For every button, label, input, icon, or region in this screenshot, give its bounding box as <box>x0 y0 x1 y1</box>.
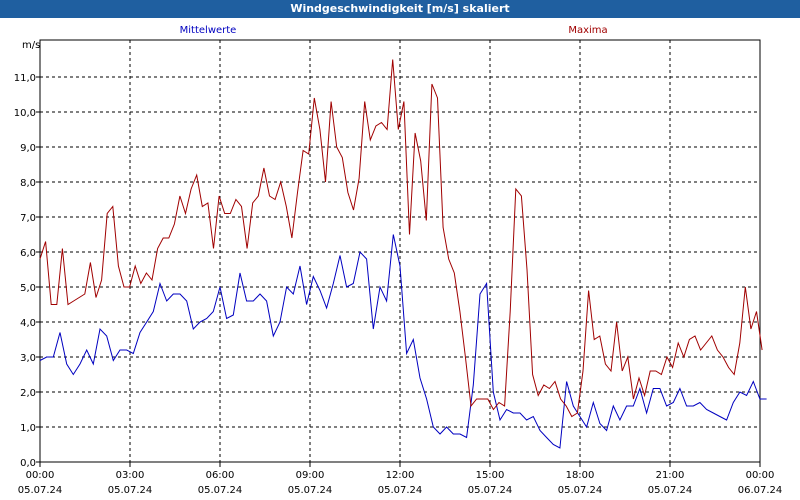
x-tick-date-label: 06.07.24 <box>738 485 783 496</box>
x-tick-date-label: 05.07.24 <box>648 485 693 496</box>
x-tick-time-label: 00:00 <box>746 470 775 481</box>
y-tick-label: 4,0 <box>20 318 36 329</box>
x-tick-date-label: 05.07.24 <box>468 485 513 496</box>
y-tick-label: 0,0 <box>20 458 36 469</box>
y-tick-label: 1,0 <box>20 423 36 434</box>
chart-title: Windgeschwindigkeit [m/s] skaliert <box>0 0 800 18</box>
x-tick-time-label: 12:00 <box>386 470 415 481</box>
y-unit-label: m/s <box>22 40 40 51</box>
series-line-maxima <box>39 59 763 418</box>
legend-mittelwerte: Mittelwerte <box>179 25 237 36</box>
y-tick-label: 11,0 <box>14 73 36 84</box>
x-tick-time-label: 03:00 <box>116 470 145 481</box>
x-tick-time-label: 09:00 <box>296 470 325 481</box>
series-line-mittelwerte <box>39 234 767 449</box>
y-tick-label: 9,0 <box>20 143 36 154</box>
x-tick-time-label: 18:00 <box>566 470 595 481</box>
y-tick-label: 10,0 <box>14 108 36 119</box>
y-tick-label: 8,0 <box>20 178 36 189</box>
y-tick-label: 7,0 <box>20 213 36 224</box>
legend-maxima: Maxima <box>568 25 608 36</box>
x-tick-date-label: 05.07.24 <box>108 485 153 496</box>
x-tick-time-label: 00:00 <box>26 470 55 481</box>
y-tick-label: 2,0 <box>20 388 36 399</box>
x-tick-date-label: 05.07.24 <box>18 485 63 496</box>
y-tick-label: 5,0 <box>20 283 36 294</box>
x-tick-date-label: 05.07.24 <box>288 485 333 496</box>
y-tick-label: 3,0 <box>20 353 36 364</box>
x-tick-date-label: 05.07.24 <box>378 485 423 496</box>
x-tick-date-label: 05.07.24 <box>198 485 243 496</box>
x-tick-time-label: 21:00 <box>656 470 685 481</box>
x-tick-time-label: 15:00 <box>476 470 505 481</box>
x-tick-time-label: 06:00 <box>206 470 235 481</box>
x-tick-date-label: 05.07.24 <box>558 485 603 496</box>
y-tick-label: 6,0 <box>20 248 36 259</box>
